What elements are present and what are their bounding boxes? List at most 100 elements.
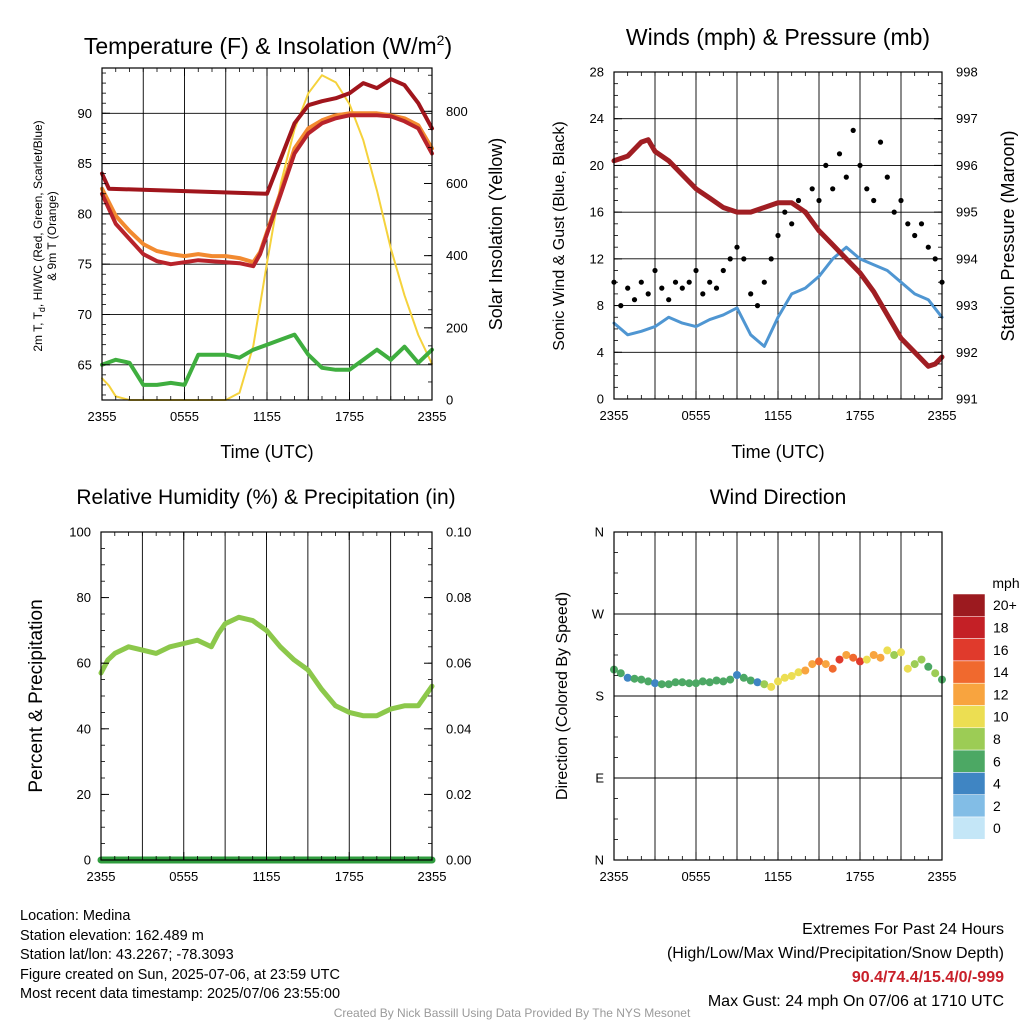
humidity-ytick-label: 20 [77, 787, 91, 802]
temperature-y2tick-label: 200 [446, 320, 468, 335]
colorbar-title: mph [992, 575, 1019, 591]
winds-gust-point [768, 256, 774, 262]
wind-direction-point [780, 673, 789, 682]
wind-direction-point [869, 651, 878, 659]
wind-direction-point [821, 660, 830, 669]
credit-text: Created By Nick Bassill Using Data Provi… [333, 1006, 691, 1020]
temperature-series-line-3 [100, 332, 434, 387]
humidity-y2tick-label: 0.08 [446, 590, 471, 605]
extremes-values: 90.4/74.4/15.4/0/-999 [851, 969, 1004, 986]
winds-gust-point [905, 221, 911, 227]
wind-direction-point [787, 672, 796, 680]
winds-gust-point [754, 303, 761, 309]
temperature-series-line-2 [100, 77, 434, 196]
wind-direction-point [746, 676, 755, 685]
humidity-y2tick-label: 0.10 [446, 525, 471, 540]
winds-ylabel-left: Sonic Wind & Gust (Blue, Black) [551, 121, 568, 350]
wind-direction-ytick-label: N [595, 525, 604, 540]
wind-direction-point [616, 669, 625, 678]
colorbar-label: 12 [993, 686, 1009, 702]
winds-xtick-label: 2355 [928, 408, 957, 423]
winds-gust-point [877, 139, 884, 145]
recent-data-text: Most recent data timestamp: 2025/07/06 2… [20, 986, 341, 1002]
temperature-xtick-label: 1155 [253, 409, 281, 424]
wind-direction-point [651, 679, 659, 688]
humidity-xtick-label: 2355 [87, 869, 116, 884]
wind-direction-point [767, 682, 776, 691]
wind-direction-point [910, 660, 919, 669]
winds-gust-point [857, 162, 863, 168]
wind-direction-ytick-label: E [595, 771, 604, 786]
humidity-xtick-label: 1155 [253, 869, 281, 884]
wind-direction-point [849, 653, 858, 662]
wind-direction-point [917, 655, 926, 664]
winds-gust-point [761, 279, 767, 285]
winds-gust-point [625, 285, 631, 291]
winds-gust-point [700, 291, 706, 297]
winds-pressure-line [611, 137, 945, 369]
temperature-ytick-label: 90 [78, 106, 92, 121]
winds-gust-point [659, 285, 665, 291]
winds-gust-point [809, 186, 815, 192]
winds-gust-point [830, 186, 836, 192]
wind-direction-point [808, 660, 817, 669]
wind-direction-ytick-label: W [592, 607, 605, 622]
temperature-ytick-label: 65 [78, 357, 92, 372]
temperature-ytick-label: 80 [78, 206, 92, 221]
wind-direction-point [760, 680, 769, 689]
colorbar-label: 16 [993, 642, 1009, 658]
winds-y2tick-label: 998 [956, 65, 978, 80]
temperature-ylabel-left-line2: & 9m T (Orange) [45, 191, 59, 281]
colorbar-label: 8 [993, 731, 1001, 747]
temperature-y2tick-label: 800 [446, 104, 468, 119]
wind-direction-point [890, 651, 899, 659]
colorbar-swatch [952, 749, 986, 773]
colorbar-swatch [952, 727, 986, 751]
temperature-y2tick-label: 400 [446, 248, 468, 263]
winds-ytick-label: 12 [590, 251, 604, 266]
winds-gust-point [795, 197, 802, 204]
colorbar-label: 20+ [993, 597, 1017, 613]
wind-direction-point [637, 675, 646, 684]
colorbar-swatch [952, 705, 986, 729]
humidity-y2tick-label: 0.04 [446, 721, 471, 736]
winds-gust-point [884, 174, 890, 180]
colorbar-label: 14 [993, 664, 1009, 680]
temperature-panel: Temperature (F) & Insolation (W/m2) 2355… [31, 32, 506, 462]
humidity-y2tick-label: 0.02 [446, 787, 471, 802]
winds-xlabel: Time (UTC) [731, 442, 824, 462]
humidity-rh-line [98, 614, 435, 719]
humidity-ytick-label: 80 [77, 590, 91, 605]
winds-y2tick-label: 996 [956, 158, 978, 173]
wind-direction-xtick-label: 2355 [600, 869, 629, 884]
winds-xtick-label: 0555 [682, 408, 711, 423]
winds-gust-point [816, 197, 822, 204]
winds-gust-point [782, 209, 788, 215]
humidity-axes: 2355 0555 1155 1755 23550204060801000.000.02… [69, 525, 471, 885]
winds-gust-point [789, 221, 795, 227]
winds-gust-point [631, 297, 638, 303]
wind-direction-point [753, 678, 762, 687]
colorbar-swatch [952, 816, 986, 840]
winds-y2tick-label: 991 [956, 392, 978, 407]
wind-direction-panel: Wind Direction 2355 0555 1155 1755 2355NESWN… [554, 486, 1020, 884]
winds-ylabel-right: Station Pressure (Maroon) [998, 130, 1018, 341]
wind-direction-point [897, 648, 905, 657]
wind-direction-point [644, 677, 653, 686]
temperature-xtick-label: 1755 [335, 409, 364, 424]
winds-gust-point [645, 291, 651, 297]
wind-direction-point [835, 655, 844, 664]
winds-gust-point [713, 285, 720, 291]
wind-direction-point [842, 651, 851, 659]
wind-direction-point [719, 677, 728, 686]
winds-ytick-label: 20 [590, 158, 604, 173]
temperature-axes: 2355 0555 1155 1755 2355 65 70 75 80 85 90 0 200 400 6… [78, 68, 468, 424]
winds-gust-point [898, 197, 904, 204]
winds-gust-point [850, 127, 856, 133]
winds-gust-point [748, 291, 754, 297]
temperature-xtick-label: 2355 [418, 409, 447, 424]
wind-direction-point [630, 674, 639, 683]
winds-y2tick-label: 994 [956, 251, 978, 266]
